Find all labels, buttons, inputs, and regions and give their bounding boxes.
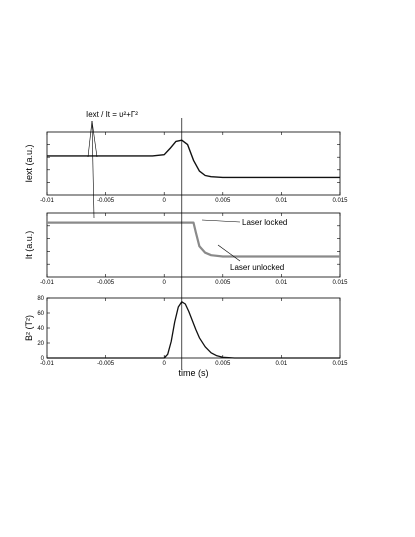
panel-middle: -0.01 -0.005 0 0.005 0.01 0.015 It (a.u.) [24, 212, 348, 286]
plot-frame [46, 131, 341, 196]
annotation-arrow [217, 244, 241, 262]
annotation-arrow [91, 120, 98, 158]
series-line [47, 139, 340, 179]
plot-frame [46, 212, 341, 278]
annotation-arrow [201, 219, 241, 223]
panel-top: -0.01 -0.005 0 0.005 0.01 0.015 Iext (a.u.) [24, 131, 348, 204]
x-tick-label: -0.005 [97, 198, 115, 204]
x-tick-label: -0.005 [97, 361, 115, 367]
x-tick-label: -0.01 [40, 280, 54, 286]
y-tick-label: 80 [37, 296, 44, 302]
x-tick-label: 0 [163, 361, 167, 367]
x-axis-label: time (s) [179, 368, 209, 378]
x-tick-label: 0.005 [215, 198, 231, 204]
y-axis-label: B² (T²) [24, 315, 34, 341]
plot-frame [46, 297, 341, 359]
x-tick-label: -0.01 [40, 361, 54, 367]
annotations: Iext / It = υ²+Γ² Laser locked Laser unloc… [86, 110, 287, 272]
x-tick-label: -0.005 [97, 280, 115, 286]
x-tick-label: 0.015 [332, 198, 348, 204]
panel-bottom: -0.01 -0.005 0 0.005 0.01 0.015 0 20 40 60 80 B² (T… [24, 296, 348, 378]
x-tick-label: 0.015 [332, 280, 348, 286]
y-axis-label: Iext (a.u.) [24, 144, 34, 182]
annotation-laser-unlocked: Laser unlocked [230, 263, 284, 272]
x-tick-label: 0.015 [332, 361, 348, 367]
x-tick-label: 0 [163, 280, 167, 286]
annotation-laser-locked: Laser locked [242, 218, 287, 227]
y-axis-label: It (a.u.) [24, 231, 34, 260]
y-tick-label: 60 [37, 311, 44, 317]
x-tick-label: 0.01 [276, 198, 288, 204]
annotation-arrow [87, 120, 93, 158]
y-tick-label: 0 [41, 356, 45, 362]
x-tick-label: 0.01 [276, 280, 288, 286]
x-tick-label: 0.005 [215, 361, 231, 367]
x-tick-label: 0.005 [215, 280, 231, 286]
annotation-ratio-formula: Iext / It = υ²+Γ² [86, 110, 138, 119]
annotation-arrow [91, 120, 95, 219]
y-tick-label: 40 [37, 326, 44, 332]
x-tick-label: 0 [163, 198, 167, 204]
series-line [47, 301, 340, 359]
series-line [47, 221, 340, 258]
x-tick-label: 0.01 [276, 361, 288, 367]
x-tick-label: -0.01 [40, 198, 54, 204]
y-tick-label: 20 [37, 341, 44, 347]
